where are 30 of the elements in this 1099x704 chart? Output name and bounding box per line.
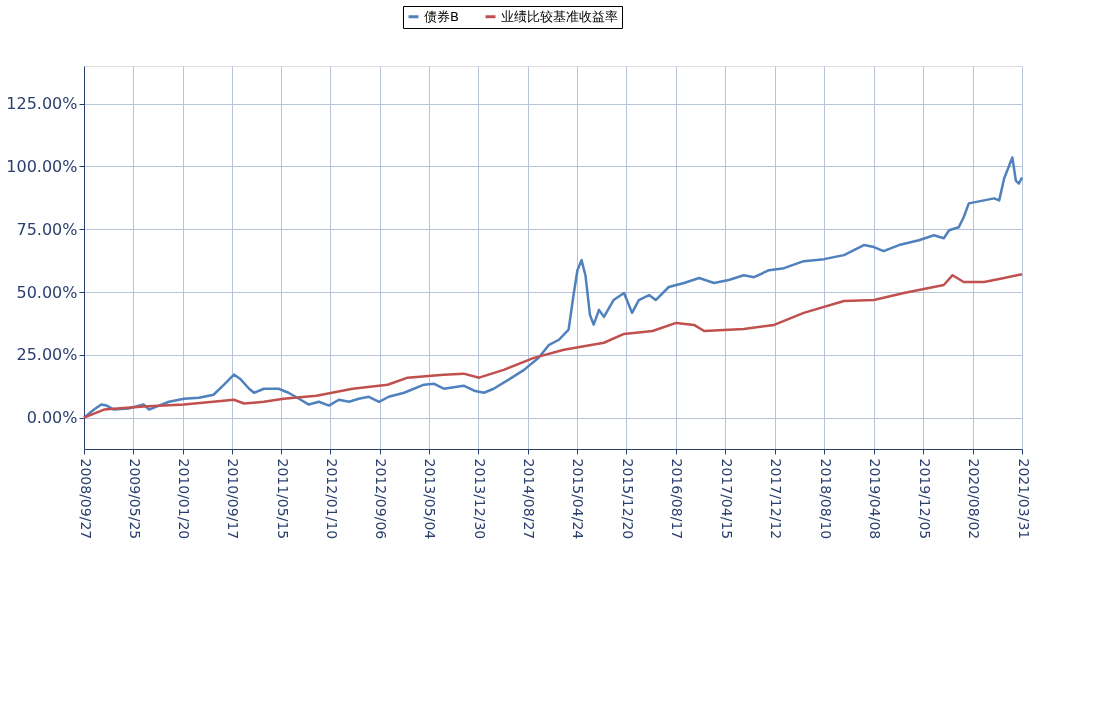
x-tick-label: 2018/08/10 [817,458,834,540]
x-tick-label: 2016/08/17 [669,458,686,540]
x-tick-label: 2011/05/15 [274,458,291,540]
x-tick-label: 2009/05/25 [126,458,143,540]
legend-label: 债券B [424,8,459,24]
y-tick-label: 75.00% [16,219,78,239]
y-tick-label: 100.00% [6,156,78,176]
y-tick-label: 50.00% [16,282,78,302]
y-tick-label: 25.00% [16,345,78,365]
x-tick-label: 2012/09/06 [373,458,390,540]
x-tick-label: 2013/05/04 [422,458,439,540]
y-tick-label: 0.00% [26,408,78,428]
x-tick-label: 2012/01/10 [323,458,340,540]
x-tick-label: 2008/09/27 [77,458,94,540]
line-series [82,156,1024,419]
x-tick-label: 2015/12/20 [619,458,636,540]
x-tick-label: 2017/04/15 [718,458,735,540]
x-tick-label: 2010/09/17 [225,458,242,540]
x-tick-label: 2020/08/02 [966,458,983,540]
x-tick-label: 2015/04/24 [570,458,587,540]
x-tick-label: 2017/12/12 [768,458,785,540]
line-series [82,272,1024,419]
legend-label: 业绩比较基准收益率 [501,8,618,24]
x-tick-label: 2019/12/05 [916,458,933,540]
x-tick-label: 2014/08/27 [521,458,538,540]
x-tick-label: 2013/12/30 [471,458,488,540]
x-tick-label: 2010/01/20 [176,458,193,540]
x-tick-label: 2019/04/08 [867,458,884,540]
x-tick-label: 2021/03/31 [1015,458,1032,540]
y-tick-label: 125.00% [6,94,78,114]
